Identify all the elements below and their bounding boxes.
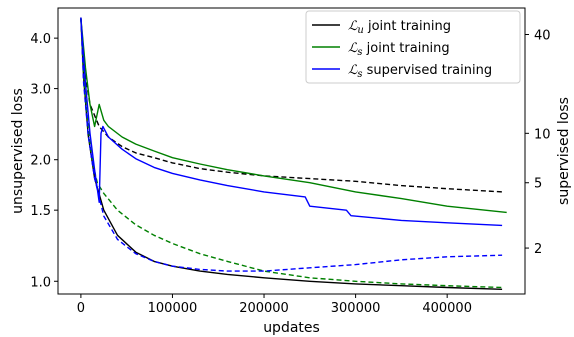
x-tick-label: 400000	[422, 301, 472, 316]
left-y-tick-label: 2.0	[30, 154, 51, 169]
x-axis-label: updates	[263, 320, 320, 336]
legend-label: ℒu joint training	[348, 19, 451, 36]
right-y-tick-label: 10	[534, 127, 551, 142]
right-y-axis-ticks: 2 5 10 40	[525, 28, 551, 257]
legend-text: joint training	[363, 41, 450, 56]
series-line	[80, 18, 507, 214]
left-y-tick-label: 3.0	[30, 83, 51, 98]
x-tick-label: 200000	[239, 301, 289, 316]
left-y-axis-ticks: 1.0 1.5 2.0 3.0 4.0	[30, 32, 58, 290]
legend-loss-symbol: ℒ	[348, 19, 358, 34]
series-line	[80, 18, 503, 227]
legend-loss-subscript: s	[357, 69, 362, 80]
x-tick-label: 300000	[331, 301, 381, 316]
series-line	[80, 17, 503, 272]
series-line	[80, 18, 503, 193]
right-y-tick-label: 40	[534, 28, 551, 43]
left-y-tick-label: 1.0	[30, 275, 51, 290]
left-y-tick-label: 4.0	[30, 32, 51, 47]
series-layer	[80, 17, 507, 290]
right-y-tick-label: 2	[534, 242, 542, 257]
x-axis-ticks: 0 100000 200000 300000 400000	[77, 294, 472, 316]
plot-frame	[57, 7, 526, 295]
x-tick-label: 100000	[148, 301, 198, 316]
left-y-tick-label: 1.5	[30, 204, 51, 219]
legend-loss-symbol: ℒ	[348, 41, 358, 56]
legend-loss-subscript: s	[357, 47, 362, 58]
legend-label: ℒs supervised training	[348, 63, 492, 80]
x-tick-label: 0	[77, 301, 85, 316]
left-y-axis-label: unsupervised loss	[10, 88, 26, 214]
legend-loss-symbol: ℒ	[348, 63, 358, 78]
legend-text: supervised training	[363, 63, 493, 78]
right-y-axis-label: supervised loss	[556, 97, 572, 205]
series-line	[80, 19, 503, 289]
right-y-tick-label: 5	[534, 177, 542, 192]
legend-loss-subscript: u	[357, 25, 363, 36]
legend-box	[305, 10, 521, 84]
legend-label: ℒs joint training	[348, 41, 450, 58]
legend-text: joint training	[364, 19, 451, 34]
